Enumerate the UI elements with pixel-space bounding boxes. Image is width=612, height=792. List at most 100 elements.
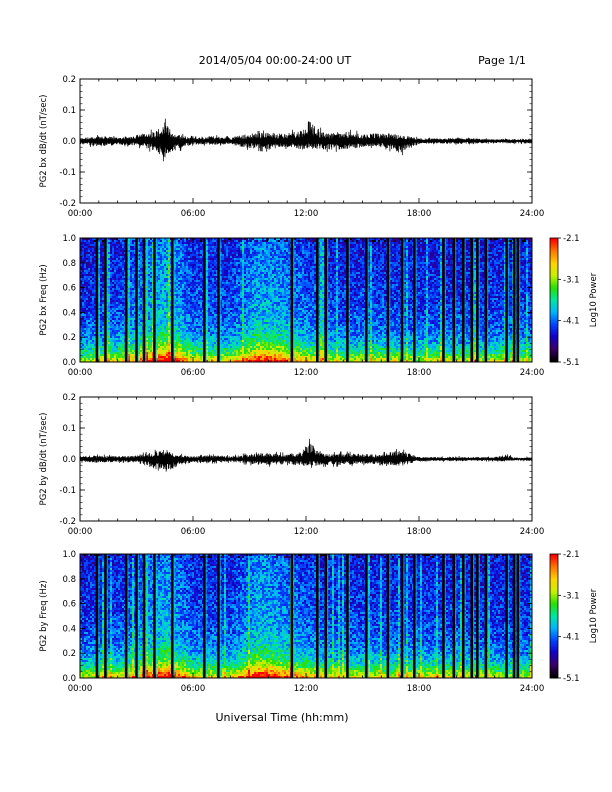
spectrogram-cell	[158, 320, 160, 322]
spectrogram-cell	[166, 298, 168, 300]
spectrogram-cell	[132, 256, 134, 258]
spectrogram-cell	[196, 336, 198, 338]
spectrogram-cell	[184, 308, 186, 310]
spectrogram-cell	[132, 356, 134, 358]
spectrogram-cell	[190, 252, 192, 254]
spectrogram-cell	[164, 278, 166, 280]
spectrogram-cell	[140, 314, 142, 316]
spectrogram-cell	[182, 346, 184, 348]
spectrogram-cell	[112, 258, 114, 260]
spectrogram-cell	[180, 336, 182, 338]
spectrogram-cell	[150, 352, 152, 354]
spectrogram-cell	[118, 318, 120, 320]
spectrogram-cell	[198, 320, 200, 322]
spectrogram-cell	[158, 294, 160, 296]
spectrogram-cell	[88, 332, 90, 334]
spectrogram-cell	[198, 306, 200, 308]
spectrogram-cell	[198, 328, 200, 330]
spectrogram-cell	[150, 306, 152, 308]
spectrogram-cell	[102, 250, 104, 252]
spectrogram-cell	[158, 290, 160, 292]
spectrogram-cell	[100, 260, 102, 262]
spectrogram-cell	[190, 286, 192, 288]
spectrogram-cell	[160, 340, 162, 342]
spectrogram-cell	[184, 240, 186, 242]
spectrogram-cell	[82, 270, 84, 272]
spectrogram-cell	[132, 336, 134, 338]
spectrogram-cell	[108, 310, 110, 312]
spectrogram-cell	[150, 276, 152, 278]
spectrogram-cell	[150, 304, 152, 306]
spectrogram-cell	[90, 292, 92, 294]
spectrogram-cell	[186, 282, 188, 284]
spectrogram-cell	[122, 336, 124, 338]
spectrogram-cell	[180, 284, 182, 286]
spectrogram-cell	[180, 328, 182, 330]
spectrogram-cell	[110, 258, 112, 260]
spectrogram-cell	[116, 260, 118, 262]
spectrogram-cell	[158, 334, 160, 336]
spectrogram-cell	[122, 244, 124, 246]
spectrogram-cell	[194, 316, 196, 318]
spectrogram-cell	[162, 340, 164, 342]
spectrogram-cell	[120, 312, 122, 314]
spectrogram-cell	[114, 298, 116, 300]
spectrogram-cell	[84, 332, 86, 334]
spectrogram-cell	[114, 282, 116, 284]
spectrogram-cell	[194, 260, 196, 262]
spectrogram-cell	[162, 272, 164, 274]
spectrogram-cell	[108, 254, 110, 256]
spectrogram-cell	[100, 338, 102, 340]
spectrogram-cell	[100, 346, 102, 348]
spectrogram-cell	[122, 266, 124, 268]
spectrogram-cell	[182, 310, 184, 312]
spectrogram-cell	[92, 346, 94, 348]
spectrogram-cell	[86, 274, 88, 276]
spectrogram-cell	[110, 348, 112, 350]
spectrogram-cell	[150, 346, 152, 348]
spectrogram-cell	[188, 298, 190, 300]
spectrogram-cell	[114, 246, 116, 248]
spectrogram-cell	[182, 298, 184, 300]
spectrogram-cell	[198, 324, 200, 326]
spectrogram-cell	[168, 344, 170, 346]
spectrogram-cell	[82, 254, 84, 256]
spectrogram-cell	[90, 254, 92, 256]
spectrogram-cell	[92, 340, 94, 342]
spectrogram-cell	[168, 316, 170, 318]
spectrogram-cell	[100, 266, 102, 268]
spectrogram-cell	[192, 246, 194, 248]
spectrogram-cell	[92, 254, 94, 256]
spectrogram-cell	[110, 254, 112, 256]
spectrogram-cell	[92, 258, 94, 260]
spectrogram-cell	[166, 260, 168, 262]
spectrogram-cell	[182, 254, 184, 256]
spectrogram-cell	[164, 300, 166, 302]
spectrogram-cell	[120, 282, 122, 284]
spectrogram-cell	[140, 336, 142, 338]
spectrogram-cell	[160, 288, 162, 290]
spectrogram-cell	[140, 250, 142, 252]
spectrogram-cell	[168, 342, 170, 344]
spectrogram-cell	[100, 286, 102, 288]
spectrogram-cell	[148, 292, 150, 294]
spectrogram-cell	[158, 254, 160, 256]
spectrogram-cell	[120, 250, 122, 252]
spectrogram-cell	[168, 252, 170, 254]
spectrogram-cell	[118, 264, 120, 266]
spectrogram-cell	[148, 346, 150, 348]
spectrogram-cell	[130, 340, 132, 342]
spectrogram-cell	[116, 346, 118, 348]
spectrogram-cell	[186, 242, 188, 244]
spectrogram-cell	[132, 306, 134, 308]
spectrogram-cell	[162, 314, 164, 316]
spectrogram-cell	[114, 276, 116, 278]
spectrogram-cell	[150, 260, 152, 262]
spectrogram-cell	[100, 300, 102, 302]
spectrogram-cell	[114, 322, 116, 324]
spectrogram-cell	[122, 276, 124, 278]
spectrogram-cell	[114, 342, 116, 344]
spectrogram-cell	[92, 318, 94, 320]
spectrogram-cell	[118, 292, 120, 294]
spectrogram-cell	[164, 316, 166, 318]
